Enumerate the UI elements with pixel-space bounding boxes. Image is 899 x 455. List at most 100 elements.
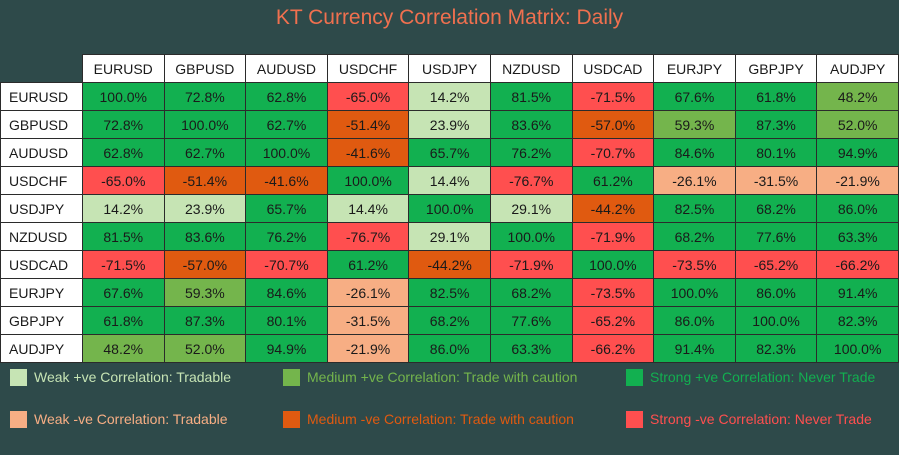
correlation-cell: 62.7% — [163, 138, 247, 167]
correlation-cell: 94.9% — [245, 334, 328, 363]
correlation-cell: 14.2% — [81, 194, 165, 223]
table-row: EURUSD 100.0% 72.8% 62.8% -65.0% 14.2% 81.5% -7… — [0, 82, 899, 111]
correlation-cell: 72.8% — [81, 110, 165, 139]
correlation-cell: 87.3% — [734, 110, 818, 139]
correlation-cell: -51.4% — [326, 110, 410, 139]
correlation-cell: 83.6% — [489, 110, 573, 139]
correlation-cell: 86.0% — [653, 306, 736, 335]
correlation-cell: 48.2% — [816, 82, 899, 111]
correlation-cell: -65.2% — [734, 250, 818, 279]
legend-label: Weak +ve Correlation: Tradable — [34, 369, 232, 385]
row-header-gbpusd: GBPUSD — [0, 110, 83, 139]
correlation-cell: 61.2% — [326, 250, 410, 279]
correlation-cell: -70.7% — [245, 250, 328, 279]
correlation-cell: 23.9% — [163, 194, 247, 223]
correlation-cell: -44.2% — [571, 194, 655, 223]
column-header-usdcad: USDCAD — [571, 54, 655, 83]
correlation-cell: 100.0% — [408, 194, 491, 223]
legend-label: Medium +ve Correlation: Trade with cauti… — [307, 369, 578, 385]
correlation-cell: -71.5% — [81, 250, 165, 279]
row-header-audusd: AUDUSD — [0, 138, 83, 167]
correlation-cell: 68.2% — [653, 222, 736, 251]
correlation-cell: -57.0% — [571, 110, 655, 139]
correlation-cell: -66.2% — [816, 250, 899, 279]
correlation-cell: -65.2% — [571, 306, 655, 335]
correlation-cell: -44.2% — [408, 250, 491, 279]
correlation-cell: 52.0% — [816, 110, 899, 139]
correlation-cell: -57.0% — [163, 250, 247, 279]
row-header-gbpjpy: GBPJPY — [0, 306, 83, 335]
correlation-cell: 67.6% — [81, 278, 165, 307]
correlation-cell: 67.6% — [653, 82, 736, 111]
correlation-cell: 14.2% — [408, 82, 491, 111]
correlation-cell: -26.1% — [653, 166, 736, 195]
legend-item-strong-negative: Strong -ve Correlation: Never Trade — [626, 408, 872, 430]
legend-swatch — [626, 410, 643, 428]
correlation-cell: 87.3% — [163, 306, 247, 335]
row-header-usdcad: USDCAD — [0, 250, 83, 279]
correlation-cell: 100.0% — [653, 278, 736, 307]
correlation-cell: 100.0% — [734, 306, 818, 335]
correlation-cell: -21.9% — [816, 166, 899, 195]
table-row: GBPJPY 61.8% 87.3% 80.1% -31.5% 68.2% 77.6% -65… — [0, 306, 899, 335]
correlation-cell: 68.2% — [408, 306, 491, 335]
correlation-cell: -41.6% — [326, 138, 410, 167]
legend-item-strong-positive: Strong +ve Correlation: Never Trade — [626, 366, 875, 388]
column-header-usdchf: USDCHF — [326, 54, 410, 83]
legend-item-medium-negative: Medium -ve Correlation: Trade with cauti… — [283, 408, 574, 430]
correlation-cell: 77.6% — [734, 222, 818, 251]
column-header-audusd: AUDUSD — [245, 54, 328, 83]
correlation-cell: 14.4% — [326, 194, 410, 223]
correlation-cell: 86.0% — [816, 194, 899, 223]
correlation-matrix: EURUSD GBPUSD AUDUSD USDCHF USDJPY NZDUSD USDC… — [0, 54, 899, 363]
legend-swatch — [10, 368, 27, 386]
correlation-cell: -73.5% — [571, 278, 655, 307]
correlation-cell: 82.5% — [408, 278, 491, 307]
corner-cell — [1, 55, 83, 83]
correlation-cell: 61.8% — [734, 82, 818, 111]
correlation-cell: 29.1% — [408, 222, 491, 251]
correlation-cell: 82.5% — [653, 194, 736, 223]
correlation-cell: 14.4% — [408, 166, 491, 195]
correlation-cell: -26.1% — [326, 278, 410, 307]
column-header-gbpjpy: GBPJPY — [734, 54, 818, 83]
correlation-cell: 68.2% — [734, 194, 818, 223]
correlation-cell: 100.0% — [163, 110, 247, 139]
legend-swatch — [626, 368, 643, 386]
row-header-audjpy: AUDJPY — [0, 334, 83, 363]
correlation-cell: -41.6% — [245, 166, 328, 195]
correlation-cell: 80.1% — [734, 138, 818, 167]
correlation-cell: 65.7% — [245, 194, 328, 223]
legend-item-weak-negative: Weak -ve Correlation: Tradable — [10, 408, 228, 430]
correlation-cell: 63.3% — [816, 222, 899, 251]
correlation-cell: 76.2% — [489, 138, 573, 167]
legend-label: Weak -ve Correlation: Tradable — [34, 411, 228, 427]
column-header-nzdusd: NZDUSD — [489, 54, 573, 83]
correlation-cell: 81.5% — [81, 222, 165, 251]
correlation-cell: 86.0% — [734, 278, 818, 307]
correlation-cell: 84.6% — [653, 138, 736, 167]
correlation-cell: 63.3% — [489, 334, 573, 363]
correlation-cell: -71.5% — [571, 82, 655, 111]
row-header-eurjpy: EURJPY — [0, 278, 83, 307]
legend-item-weak-positive: Weak +ve Correlation: Tradable — [10, 366, 231, 388]
correlation-cell: 77.6% — [489, 306, 573, 335]
correlation-cell: 94.9% — [816, 138, 899, 167]
table-row: EURJPY 67.6% 59.3% 84.6% -26.1% 82.5% 68.2% -73… — [0, 278, 899, 307]
column-header-eurusd: EURUSD — [81, 54, 165, 83]
correlation-cell: 68.2% — [489, 278, 573, 307]
correlation-cell: -71.9% — [571, 222, 655, 251]
correlation-cell: 61.8% — [81, 306, 165, 335]
correlation-cell: 82.3% — [734, 334, 818, 363]
legend-swatch — [283, 410, 300, 428]
correlation-cell: 62.8% — [245, 82, 328, 111]
table-row: USDCHF -65.0% -51.4% -41.6% 100.0% 14.4% -76.7… — [0, 166, 899, 195]
correlation-cell: -66.2% — [571, 334, 655, 363]
correlation-cell: 62.8% — [81, 138, 165, 167]
correlation-cell: 23.9% — [408, 110, 491, 139]
column-header-audjpy: AUDJPY — [816, 54, 899, 83]
correlation-cell: 100.0% — [489, 222, 573, 251]
correlation-cell: 52.0% — [163, 334, 247, 363]
correlation-cell: -76.7% — [489, 166, 573, 195]
column-header-usdjpy: USDJPY — [408, 54, 491, 83]
